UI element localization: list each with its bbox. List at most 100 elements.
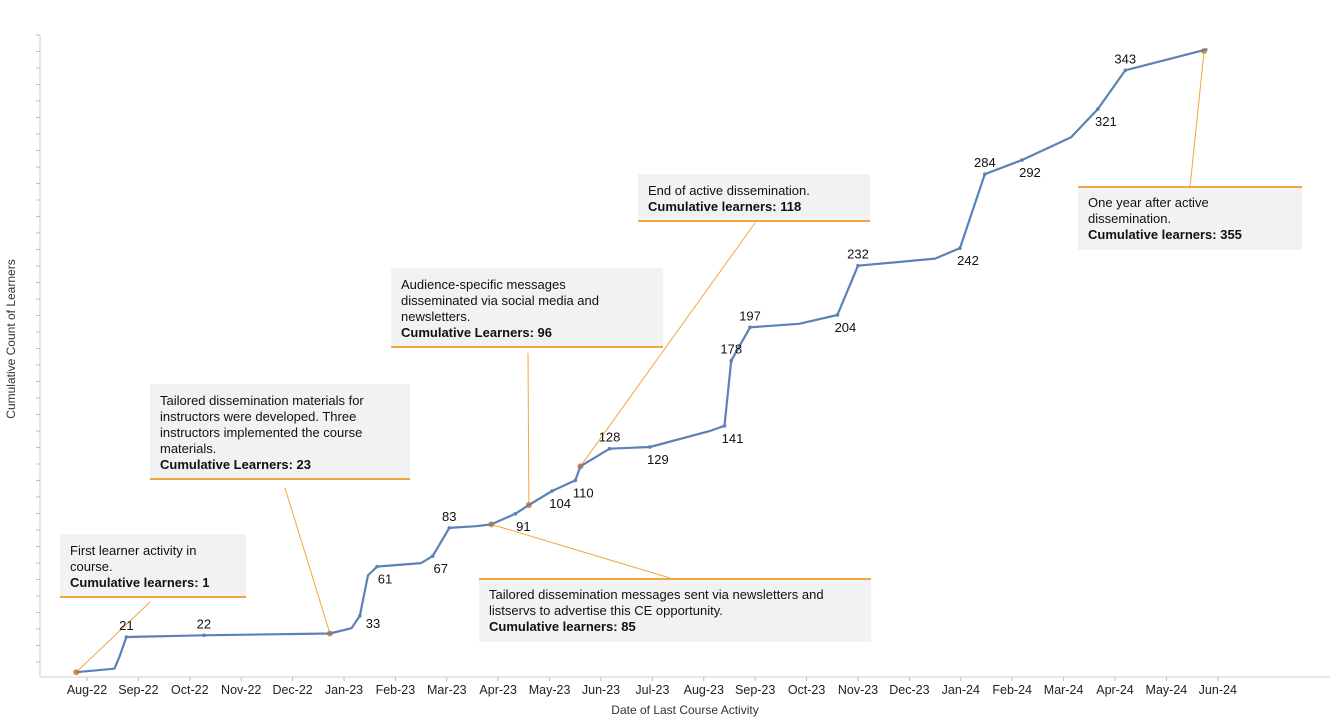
data-point <box>573 478 578 483</box>
annotation-text: instructors implemented the course <box>160 425 363 440</box>
x-tick-label: Jul-23 <box>635 683 669 697</box>
point-label: 110 <box>573 485 594 500</box>
data-point <box>722 424 727 428</box>
point-label: 104 <box>549 496 571 511</box>
annotation-box: End of active dissemination. Cumulative l… <box>638 174 870 222</box>
annotation-connectors <box>73 47 1208 676</box>
x-tick-label: Dec-23 <box>889 683 929 697</box>
x-tick-label: Dec-22 <box>272 683 312 697</box>
point-label: 232 <box>847 247 869 262</box>
annotation-cumulative: Cumulative Learners: 23 <box>160 457 312 472</box>
data-point <box>430 554 435 558</box>
point-label: 141 <box>722 431 744 446</box>
data-point <box>607 446 612 451</box>
point-label: 321 <box>1095 114 1117 129</box>
x-tick-labels: Aug-22 Sep-22 Oct-22 Nov-22 Dec-22 Jan-23 Feb-… <box>67 683 1237 697</box>
annotation-text: course. <box>70 559 113 574</box>
data-point <box>958 246 962 250</box>
annotation-text: Tailored dissemination materials for <box>160 393 364 408</box>
x-tick-label: Feb-23 <box>376 683 416 697</box>
annotation-text: listservs to advertise this CE opportuni… <box>489 603 723 618</box>
x-tick-label: Feb-24 <box>992 683 1032 697</box>
data-point <box>375 564 379 569</box>
point-label: 178 <box>720 342 742 357</box>
data-point <box>447 526 452 530</box>
annotation-text: Tailored dissemination messages sent via… <box>489 587 824 602</box>
data-point <box>648 445 652 449</box>
annotation-box: One year after active dissemination. Cumul… <box>1078 186 1302 250</box>
annotation-text: newsletters. <box>401 309 471 324</box>
annotation-text: dissemination. <box>1088 211 1172 226</box>
point-label: 242 <box>957 253 979 268</box>
x-tick-label: Jan-23 <box>325 683 363 697</box>
annotation-rule <box>638 220 870 222</box>
point-label: 343 <box>1114 51 1136 66</box>
annotation-rule <box>150 478 410 480</box>
point-label: 33 <box>366 616 380 631</box>
data-point <box>856 263 860 268</box>
annotation-rule <box>60 596 246 598</box>
x-tick-label: Mar-24 <box>1044 683 1084 697</box>
annotation-rule <box>1078 186 1302 188</box>
annotation-box: Audience-specific messages disseminated v… <box>391 268 663 348</box>
point-label: 22 <box>197 616 211 631</box>
data-point <box>729 358 734 363</box>
x-tick-label: Apr-23 <box>479 683 517 697</box>
data-point <box>1096 107 1100 111</box>
annotation-connector <box>1189 50 1205 188</box>
point-label: 129 <box>647 452 669 467</box>
annotation-text: First learner activity in <box>70 543 197 558</box>
x-tick-label: Jun-23 <box>582 683 620 697</box>
annotation-text: Audience-specific messages <box>401 277 566 292</box>
annotation-text: disseminated via social media and <box>401 293 599 308</box>
x-tick-label: Sep-22 <box>118 683 158 697</box>
y-axis-title: Cumulative Count of Learners <box>4 259 18 419</box>
x-tick-label: Jan-24 <box>942 683 980 697</box>
data-point <box>983 172 987 176</box>
x-tick-label: Oct-22 <box>171 683 209 697</box>
data-point <box>202 633 206 638</box>
x-tick-label: Aug-23 <box>684 683 724 697</box>
x-tick-label: Mar-23 <box>427 683 467 697</box>
point-label: 61 <box>378 572 392 587</box>
data-point <box>124 635 129 639</box>
data-point <box>1020 158 1024 162</box>
data-point <box>1123 68 1128 73</box>
point-label: 83 <box>442 509 456 524</box>
annotation-connector <box>491 523 671 579</box>
point-label: 128 <box>599 430 621 445</box>
annotation-rule <box>479 578 871 580</box>
annotation-connector <box>284 487 331 634</box>
annotation-cumulative: Cumulative learners: 355 <box>1088 227 1242 242</box>
annotation-text: End of active dissemination. <box>648 183 810 198</box>
x-tick-label: May-24 <box>1146 683 1188 697</box>
x-tick-label: Jun-24 <box>1199 683 1237 697</box>
annotation-cumulative: Cumulative learners: 1 <box>70 575 210 590</box>
annotation-box: Tailored dissemination materials for inst… <box>150 384 410 480</box>
annotation-cumulative: Cumulative Learners: 96 <box>401 325 553 340</box>
data-point <box>550 489 554 493</box>
x-tick-label: Nov-23 <box>838 683 878 697</box>
data-point <box>748 325 752 330</box>
annotation-connector <box>75 601 151 673</box>
axes <box>36 34 1330 681</box>
data-markers <box>124 68 1128 639</box>
annotation-text: One year after active <box>1088 195 1209 210</box>
point-label: 197 <box>739 308 761 323</box>
annotation-cumulative: Cumulative learners: 85 <box>489 619 636 634</box>
annotation-connector <box>527 352 530 506</box>
annotation-rule <box>391 346 663 348</box>
point-label: 204 <box>835 320 857 335</box>
x-axis-title: Date of Last Course Activity <box>611 703 759 717</box>
x-tick-label: May-23 <box>529 683 571 697</box>
point-label: 21 <box>119 618 133 633</box>
annotation-text: materials. <box>160 441 217 456</box>
point-label: 67 <box>433 561 447 576</box>
data-point <box>835 313 840 317</box>
x-tick-label: Sep-23 <box>735 683 775 697</box>
annotation-box: Tailored dissemination messages sent via… <box>479 578 871 642</box>
data-point <box>357 614 362 618</box>
point-label: 292 <box>1019 165 1041 180</box>
